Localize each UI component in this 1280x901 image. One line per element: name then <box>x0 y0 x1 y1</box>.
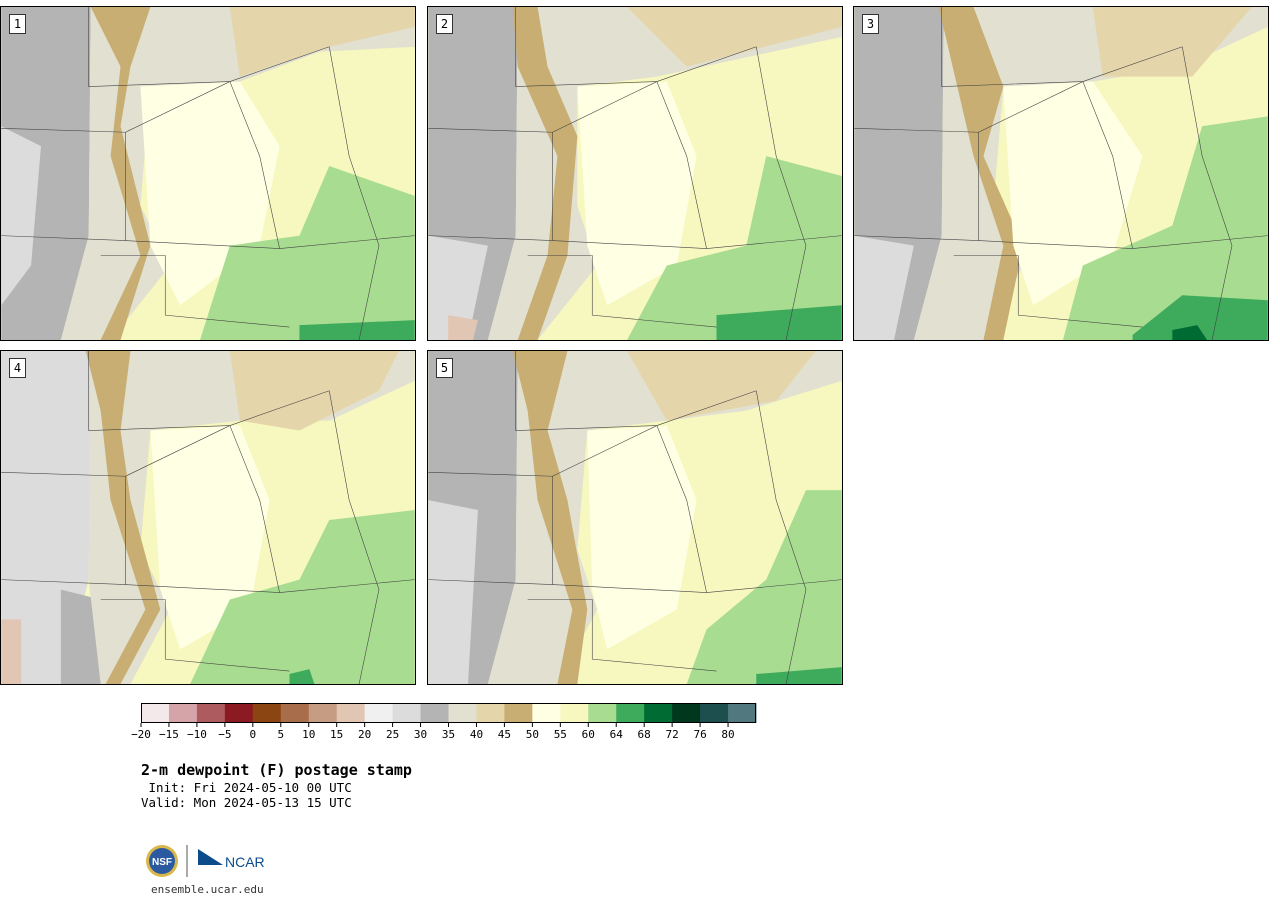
ncar-logo-text: NCAR <box>225 854 265 870</box>
nsf-logo-text: NSF <box>152 857 172 868</box>
colorbar-tick-label: 30 <box>414 728 427 741</box>
colorbar-tick-label: 15 <box>330 728 343 741</box>
colorbar-tick-label: −10 <box>187 728 207 741</box>
colorbar-swatch <box>728 703 757 723</box>
ncar-logo-icon: NCAR <box>198 849 265 870</box>
map-panel-4[interactable]: 4 <box>0 350 416 685</box>
colorbar-tick-label: −20 <box>131 728 151 741</box>
map-panel-2[interactable]: 2 <box>427 6 843 341</box>
dewpoint-map-2 <box>428 7 842 340</box>
colorbar-tick-label: 20 <box>358 728 371 741</box>
colorbar-tick-label: 45 <box>498 728 511 741</box>
valid-time: Valid: Mon 2024-05-13 15 UTC <box>141 795 352 810</box>
colorbar-svg: −20 −15 −10 −5 0 5 10 15 20 25 30 35 40 45 50 55 60 64 68 7… <box>131 703 757 741</box>
colorbar-swatch <box>700 703 729 723</box>
colorbar-swatch <box>392 703 422 723</box>
colorbar-swatch <box>168 703 198 723</box>
colorbar-tick-label: 55 <box>554 728 567 741</box>
colorbar-tick-label: 40 <box>470 728 483 741</box>
colorbar-tick-label: 25 <box>386 728 399 741</box>
colorbar-swatch <box>532 703 561 723</box>
colorbar-swatch <box>560 703 589 723</box>
colorbar-swatch <box>308 703 338 723</box>
colorbar-tick-label: 72 <box>666 728 679 741</box>
colorbar-swatch <box>364 703 394 723</box>
colorbar-swatch <box>504 703 533 723</box>
colorbar-swatch <box>420 703 449 723</box>
colorbar-tick-label: −15 <box>159 728 179 741</box>
colorbar-swatch <box>196 703 226 723</box>
colorbar-swatch <box>616 703 645 723</box>
colorbar-tick-label: 68 <box>638 728 651 741</box>
colorbar-swatch <box>644 703 673 723</box>
map-panel-1[interactable]: 1 <box>0 6 416 341</box>
panel-label-1: 1 <box>9 14 26 34</box>
dewpoint-map-4 <box>1 351 415 684</box>
figure-title: 2-m dewpoint (F) postage stamp <box>141 761 412 779</box>
panel-label-4: 4 <box>9 358 26 378</box>
colorbar-tick-label: 35 <box>442 728 455 741</box>
colorbar-tick-label: 5 <box>277 728 284 741</box>
map-panel-5[interactable]: 5 <box>427 350 843 685</box>
colorbar-swatch <box>588 703 617 723</box>
colorbar-tick-label: 50 <box>526 728 539 741</box>
colorbar-swatch <box>224 703 254 723</box>
panel-label-2: 2 <box>436 14 453 34</box>
colorbar-swatch <box>280 703 310 723</box>
init-time: Init: Fri 2024-05-10 00 UTC <box>141 780 352 795</box>
nsf-logo-icon: NSF <box>146 845 178 877</box>
colorbar-tick-label: 76 <box>693 728 706 741</box>
dewpoint-map-5 <box>428 351 842 684</box>
colorbar-swatch <box>336 703 366 723</box>
colorbar-tick-label: 80 <box>721 728 734 741</box>
colorbar-swatch <box>448 703 477 723</box>
colorbar-tick-label: 60 <box>582 728 595 741</box>
colorbar-tick-label: 64 <box>610 728 624 741</box>
dewpoint-map-3 <box>854 7 1268 340</box>
logos: NSF NCAR <box>145 843 275 879</box>
colorbar-swatch <box>141 703 170 723</box>
colorbar-tick-label: 10 <box>302 728 315 741</box>
website-link[interactable]: ensemble.ucar.edu <box>151 883 264 896</box>
map-panel-3[interactable]: 3 <box>853 6 1269 341</box>
colorbar-tick-label: 0 <box>250 728 257 741</box>
panel-label-3: 3 <box>862 14 879 34</box>
panel-label-5: 5 <box>436 358 453 378</box>
colorbar-swatch <box>476 703 505 723</box>
dewpoint-map-1 <box>1 7 415 340</box>
colorbar-swatch <box>672 703 701 723</box>
colorbar-tick-label: −5 <box>218 728 231 741</box>
colorbar: −20 −15 −10 −5 0 5 10 15 20 25 30 35 40 45 50 55 60 64 68 7… <box>131 703 757 741</box>
colorbar-swatch <box>252 703 282 723</box>
